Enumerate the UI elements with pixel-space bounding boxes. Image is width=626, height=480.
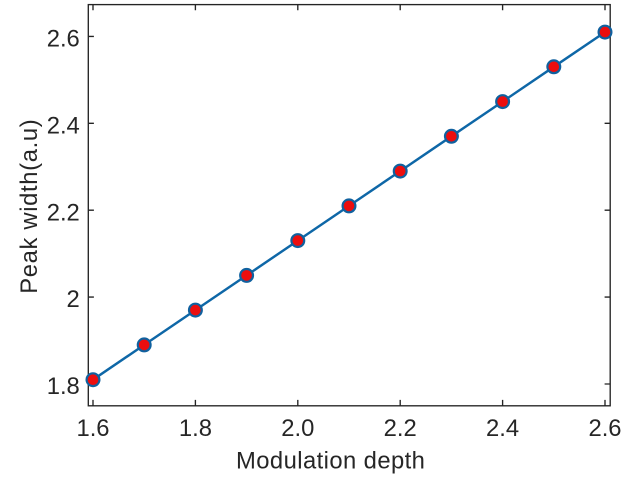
svg-text:2.0: 2.0	[281, 415, 314, 442]
svg-text:2.2: 2.2	[384, 415, 417, 442]
svg-text:1.6: 1.6	[76, 415, 109, 442]
svg-text:2.4: 2.4	[47, 112, 80, 139]
svg-text:Modulation depth: Modulation depth	[236, 447, 425, 474]
svg-text:2.6: 2.6	[47, 26, 80, 53]
svg-text:2.6: 2.6	[588, 415, 621, 442]
svg-text:1.8: 1.8	[179, 415, 212, 442]
svg-text:1.8: 1.8	[47, 373, 80, 400]
svg-text:2.4: 2.4	[486, 415, 519, 442]
svg-text:2: 2	[67, 286, 80, 313]
svg-text:Peak width(a.u): Peak width(a.u)	[16, 119, 43, 294]
svg-text:2.2: 2.2	[47, 199, 80, 226]
